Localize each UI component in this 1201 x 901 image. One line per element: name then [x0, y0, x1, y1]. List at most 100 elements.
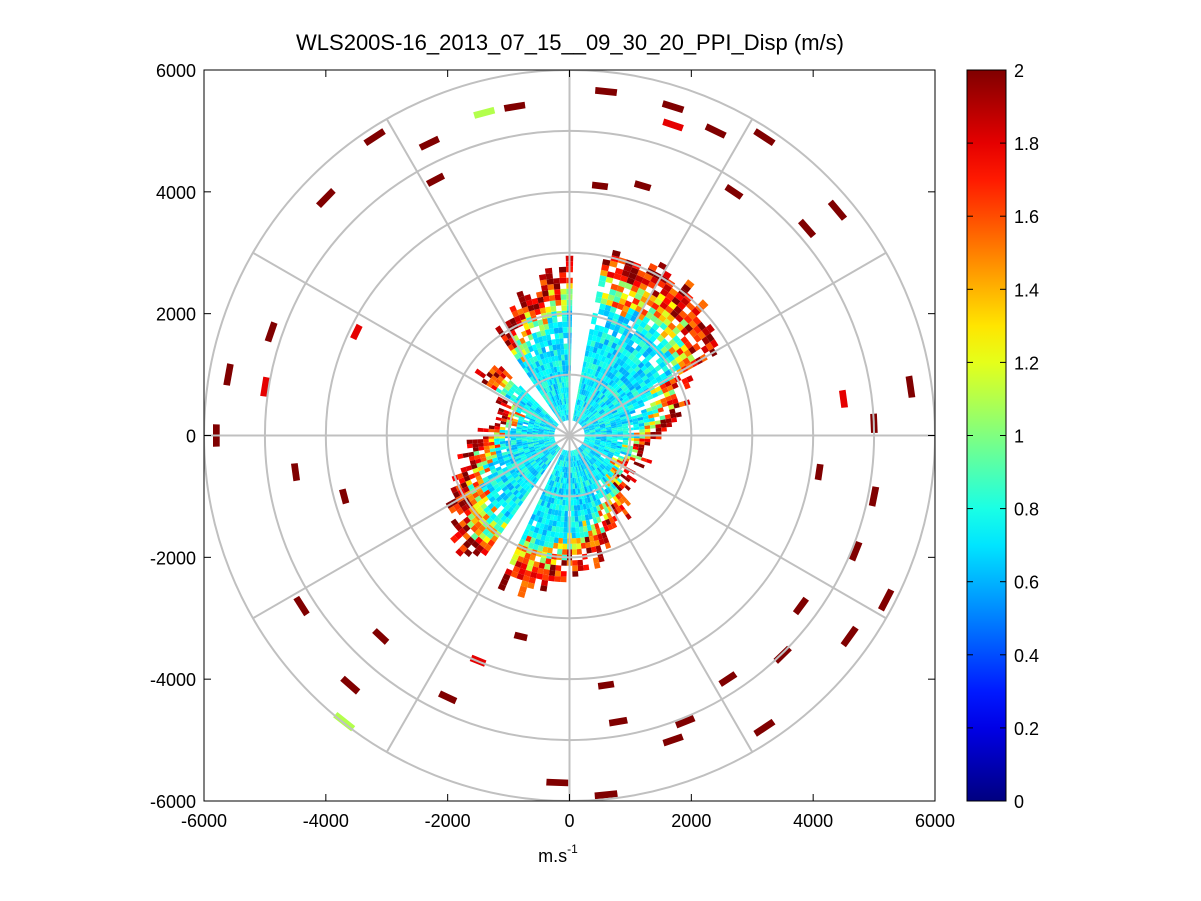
colorbar-tick-label: 0	[1014, 792, 1024, 812]
data-cell	[611, 409, 618, 415]
data-cell	[527, 438, 533, 441]
data-cell	[623, 468, 630, 475]
data-cell	[601, 476, 608, 483]
data-cell	[680, 336, 689, 345]
data-cell	[627, 367, 634, 374]
data-cell	[558, 504, 563, 511]
data-cell	[517, 420, 524, 424]
data-cell	[525, 328, 532, 336]
data-cell	[574, 472, 578, 478]
sparse-return	[724, 184, 744, 200]
data-cell	[533, 443, 540, 447]
data-cell	[491, 499, 499, 506]
data-cell	[494, 429, 500, 433]
x-tick-label: 4000	[793, 811, 833, 831]
data-cell	[660, 419, 667, 424]
data-cell	[566, 472, 569, 479]
data-cell	[571, 505, 575, 511]
data-cell	[583, 428, 590, 432]
data-cell	[494, 422, 501, 427]
data-cell	[660, 330, 669, 339]
data-cell	[481, 378, 489, 385]
data-cell	[538, 539, 545, 547]
data-cell	[584, 350, 590, 357]
data-cell	[510, 570, 519, 579]
data-cell	[673, 305, 683, 315]
data-cell	[496, 469, 504, 475]
data-cell	[526, 358, 532, 366]
data-cell	[545, 368, 550, 375]
data-cell	[480, 548, 489, 557]
data-cell	[616, 303, 625, 311]
data-cell	[599, 445, 605, 450]
data-cell	[516, 387, 523, 394]
x-tick-label: 0	[564, 811, 574, 831]
data-cell	[545, 459, 551, 466]
data-cell	[605, 424, 612, 428]
data-cell	[521, 409, 528, 415]
data-cell	[499, 372, 507, 379]
data-cell	[516, 290, 525, 298]
data-cell	[579, 406, 583, 412]
data-cell	[523, 447, 530, 452]
data-cell	[499, 429, 506, 433]
data-cell	[608, 517, 615, 524]
data-cell	[587, 453, 593, 459]
data-cell	[658, 314, 667, 323]
data-cell	[516, 443, 523, 447]
data-cell	[605, 441, 612, 445]
data-cell	[670, 413, 677, 419]
data-cell	[594, 341, 600, 348]
data-cell	[528, 576, 536, 584]
data-cell	[556, 515, 561, 522]
data-cell	[549, 362, 554, 368]
data-cell	[580, 420, 585, 426]
data-cell	[572, 461, 575, 467]
data-cell	[551, 355, 556, 362]
data-cell	[555, 446, 560, 452]
data-cell	[597, 419, 604, 423]
data-cell	[549, 417, 555, 422]
data-cell	[528, 473, 534, 480]
data-cell	[478, 469, 486, 476]
data-cell	[604, 398, 611, 405]
data-cell	[610, 421, 617, 425]
data-cell	[607, 371, 613, 378]
data-cell	[522, 446, 529, 450]
data-cell	[530, 475, 536, 481]
data-cell	[614, 449, 621, 454]
data-cell	[645, 391, 652, 397]
data-cell	[579, 459, 583, 465]
data-cell	[466, 536, 475, 545]
data-cell	[543, 465, 549, 471]
data-cell	[582, 450, 587, 456]
data-cell	[589, 368, 594, 375]
data-cell	[560, 387, 564, 394]
data-cell	[467, 513, 475, 521]
data-cell	[603, 537, 610, 544]
data-cell	[527, 465, 534, 471]
data-cell	[613, 295, 621, 303]
data-cell	[543, 323, 550, 330]
data-cell	[668, 389, 676, 396]
data-cell	[648, 263, 658, 272]
data-cell	[525, 299, 533, 307]
data-cell	[494, 444, 501, 449]
data-cell	[603, 525, 610, 532]
data-cell	[530, 450, 537, 455]
data-cell	[538, 426, 545, 429]
data-cell	[535, 360, 541, 368]
data-cell	[527, 486, 533, 493]
colorbar-tick-label: 1.8	[1014, 134, 1039, 154]
data-cell	[564, 409, 567, 416]
data-cell	[458, 519, 467, 528]
data-cell	[530, 468, 536, 474]
data-cell	[622, 377, 629, 384]
data-cell	[543, 416, 549, 421]
data-cell	[537, 436, 544, 439]
data-cell	[491, 365, 499, 372]
data-cell	[570, 450, 572, 457]
data-cell	[561, 466, 564, 472]
data-cell	[544, 518, 550, 526]
data-cell	[588, 380, 593, 387]
